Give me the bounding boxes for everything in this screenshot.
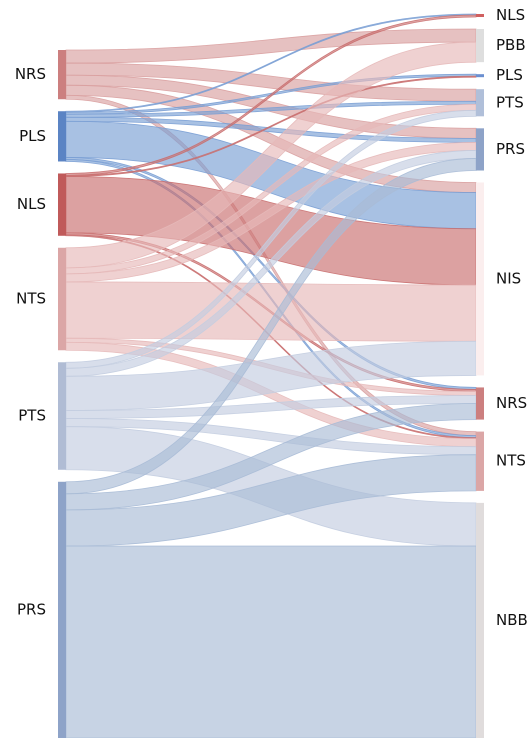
node-label: NBB [496,611,528,629]
flow [65,403,477,511]
node-label: NTS [16,290,46,308]
node-label: NIS [496,269,521,287]
node-label: NLS [496,6,525,24]
node-label: PRS [17,600,46,618]
node-label: PTS [496,93,524,111]
node [476,182,484,376]
node [58,481,66,738]
node [476,89,484,117]
node-label: PRS [496,140,525,158]
flow [65,454,477,547]
node [476,14,484,18]
flow [65,109,477,369]
node-label: PBB [496,36,526,54]
node-label: NTS [496,452,526,470]
node [58,173,66,236]
node-label: NRS [496,394,527,412]
node [58,50,66,100]
links [65,13,477,738]
node-label: PLS [19,127,46,145]
node [58,362,66,470]
node [476,128,484,171]
node [476,74,484,78]
node [476,502,484,738]
node [476,431,484,491]
node-label: PTS [18,407,46,425]
node-label: NLS [17,195,46,213]
node-label: PLS [496,66,523,84]
node [58,111,66,162]
node [476,387,484,420]
node [58,247,66,351]
flow [65,75,477,177]
node [476,29,484,63]
node-label: NRS [15,65,46,83]
flow [65,545,477,738]
